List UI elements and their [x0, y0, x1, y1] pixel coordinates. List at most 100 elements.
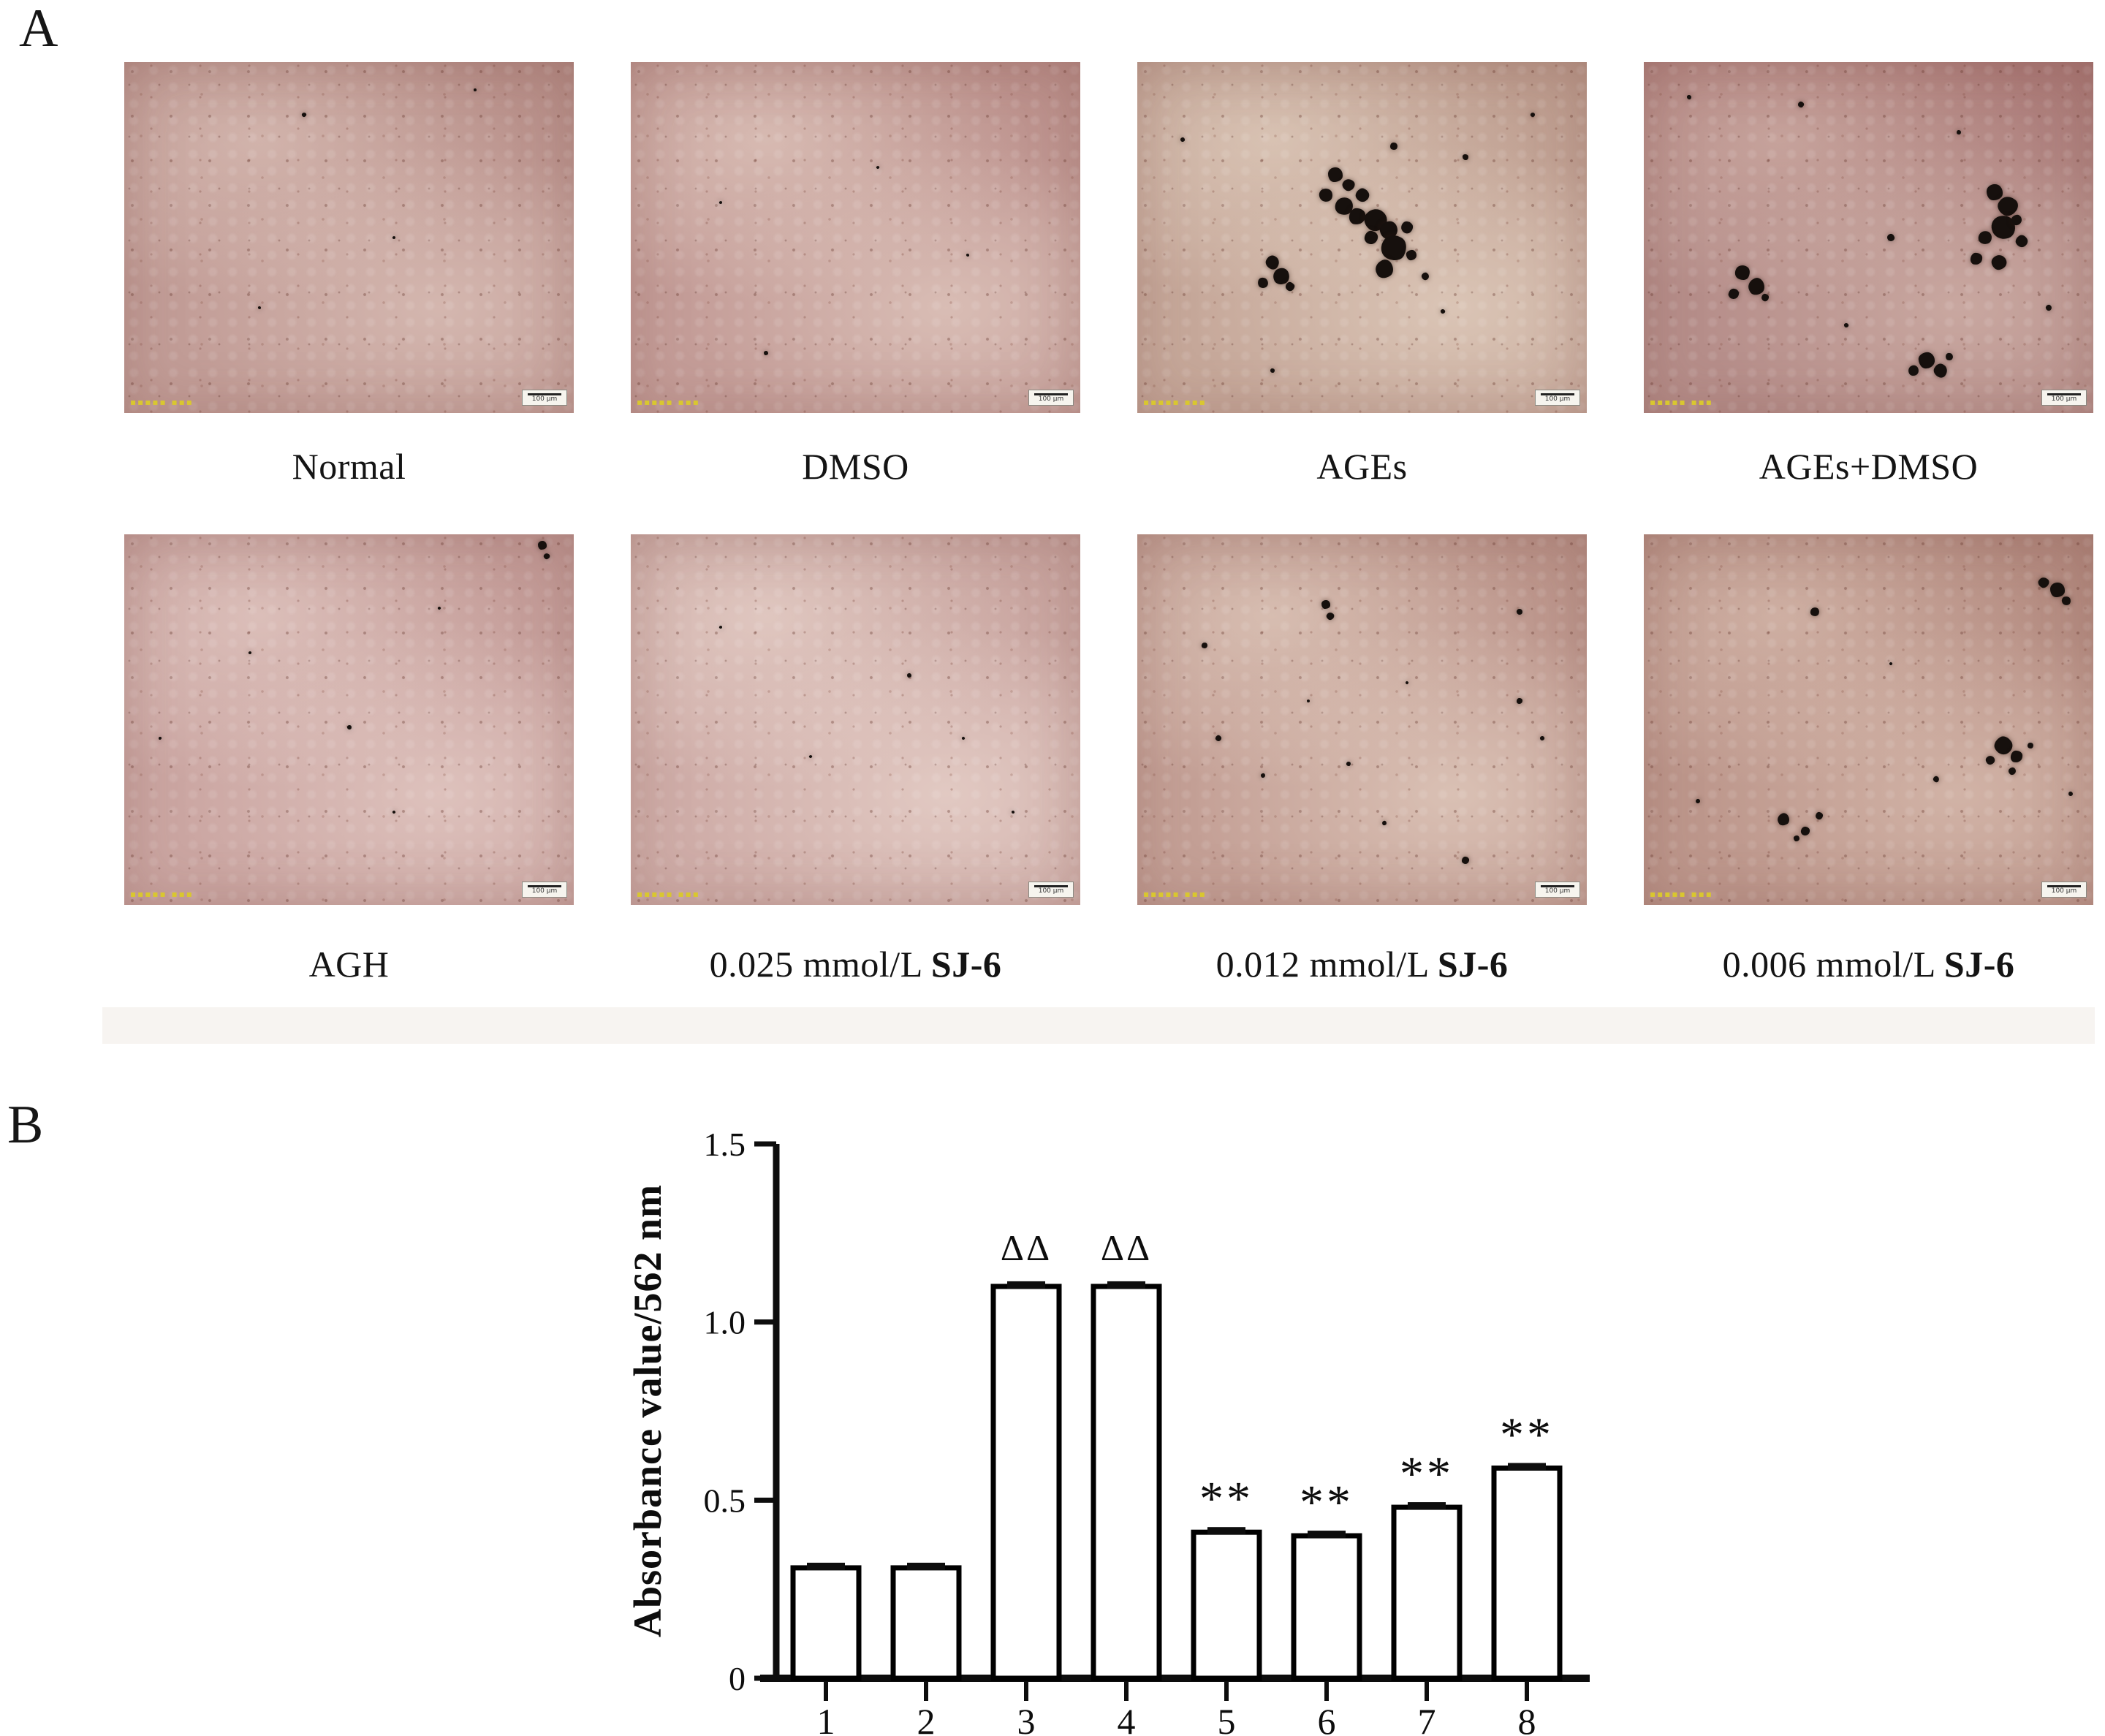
caption-compound-name: SJ-6: [930, 944, 1002, 985]
mineralized-nodule: [2011, 213, 2023, 227]
significance-annotation: ΔΔ: [1001, 1227, 1052, 1268]
mineralized-nodule: [1440, 308, 1446, 314]
error-bar: [1508, 1463, 1546, 1471]
scale-bar: 100 µm: [1028, 882, 1074, 898]
caption-text: 0.012 mmol/L: [1215, 944, 1428, 985]
mineralized-nodule: [1793, 835, 1800, 842]
error-bar: [1207, 1527, 1245, 1535]
mineralized-nodule: [346, 724, 352, 730]
y-axis-title: Absorbance value/562 nm: [626, 1184, 670, 1637]
mineralized-nodule: [961, 736, 966, 740]
bar: [890, 1565, 962, 1681]
scale-bar-line: [2047, 884, 2081, 887]
x-tick-label: 2: [917, 1701, 936, 1736]
caption-text: DMSO: [802, 446, 909, 487]
camera-watermark: ▪▪▪▪▪ ▪▪▪: [637, 397, 700, 407]
mineralized-nodule: [1686, 94, 1691, 100]
mineralized-nodule: [392, 235, 396, 240]
mineralized-nodule: [248, 651, 252, 655]
mineralized-nodule: [1346, 761, 1352, 767]
mineralized-nodule: [2044, 303, 2053, 312]
mineralized-nodule: [1363, 230, 1379, 246]
caption-text: AGEs+DMSO: [1759, 446, 1979, 487]
camera-watermark: ▪▪▪▪▪ ▪▪▪: [130, 397, 194, 407]
mineralized-nodule: [1797, 99, 1805, 109]
scale-bar-line: [1034, 884, 1068, 887]
scale-bar: 100 µm: [1535, 882, 1580, 898]
mineralized-nodule: [1529, 111, 1536, 118]
camera-watermark: ▪▪▪▪▪ ▪▪▪: [1650, 397, 1713, 407]
micrograph-caption: DMSO: [802, 445, 909, 488]
x-tick-label: 5: [1218, 1701, 1236, 1736]
mineralized-nodule: [1270, 368, 1275, 374]
mineralized-nodule: [1906, 364, 1921, 378]
scale-bar: 100 µm: [2041, 390, 2087, 406]
caption-text: 0.025 mmol/L: [709, 944, 922, 985]
mineralized-nodule: [1931, 362, 1950, 380]
panel-b-label: B: [7, 1095, 44, 1155]
significance-annotation: **: [1199, 1472, 1253, 1525]
error-bar: [807, 1562, 845, 1570]
mineralized-nodule: [1201, 641, 1209, 650]
mineralized-nodule: [1732, 262, 1753, 283]
camera-watermark: ▪▪▪▪▪ ▪▪▪: [637, 889, 700, 899]
scale-bar-label: 100 µm: [1038, 395, 1064, 403]
camera-watermark: ▪▪▪▪▪ ▪▪▪: [1143, 889, 1207, 899]
caption-text: Normal: [292, 446, 406, 487]
mineralized-nodule: [718, 625, 723, 629]
scale-bar-line: [1541, 884, 1574, 887]
micrograph-panel: ▪▪▪▪▪ ▪▪▪ 100 µm AGEs: [1137, 62, 1587, 488]
scale-bar-label: 100 µm: [531, 395, 558, 403]
y-tick-label: 0.5: [704, 1482, 746, 1519]
significance-annotation: **: [1300, 1476, 1354, 1529]
significance-annotation: **: [1500, 1408, 1554, 1461]
mineralized-nodule: [2010, 750, 2024, 763]
micrograph-caption: 0.025 mmol/L SJ-6: [710, 943, 1002, 985]
mineralized-nodule: [1325, 610, 1336, 621]
mineralized-nodule: [1179, 136, 1186, 143]
mineralized-nodule: [2068, 791, 2074, 797]
scale-bar-line: [1034, 393, 1068, 395]
mineralized-nodule: [2036, 575, 2052, 590]
x-tick-label: 1: [817, 1701, 835, 1736]
mineralized-nodule: [1970, 252, 1983, 265]
micrograph-panel: ▪▪▪▪▪ ▪▪▪ 100 µm DMSO: [631, 62, 1080, 488]
significance-annotation: ΔΔ: [1101, 1227, 1152, 1268]
y-tick-label: 1.5: [704, 1126, 746, 1163]
mineralized-nodule: [907, 672, 912, 678]
caption-text: 0.006 mmol/L: [1722, 944, 1935, 985]
mineralized-nodule: [1800, 825, 1811, 836]
micrograph-panel: ▪▪▪▪▪ ▪▪▪ 100 µm 0.012 mmol/L SJ-6: [1137, 534, 1587, 985]
micrograph-caption: 0.006 mmol/L SJ-6: [1723, 943, 2015, 985]
caption-compound-name: SJ-6: [1437, 944, 1509, 985]
micrograph-caption: AGH: [309, 943, 390, 985]
mineralized-nodule: [1327, 167, 1343, 182]
bar: [1491, 1465, 1563, 1681]
caption-text: AGEs: [1316, 446, 1408, 487]
micrograph-caption: AGEs: [1316, 445, 1407, 488]
scale-bar-line: [2047, 393, 2081, 395]
mineralized-nodule: [2013, 232, 2030, 249]
mineralized-nodule: [1461, 856, 1470, 865]
mineralized-nodule: [257, 306, 261, 310]
y-tick-label: 1.0: [704, 1304, 746, 1341]
bar: [1091, 1284, 1162, 1681]
micrograph-image: ▪▪▪▪▪ ▪▪▪ 100 µm: [631, 62, 1080, 413]
scale-bar-label: 100 µm: [1544, 395, 1571, 403]
x-tick-label: 8: [1518, 1701, 1536, 1736]
mineralized-nodule: [1759, 292, 1771, 303]
mineralized-nodule: [1260, 773, 1266, 778]
mineralized-nodule: [1516, 697, 1523, 705]
scale-bar: 100 µm: [1535, 390, 1580, 406]
micrograph-image: ▪▪▪▪▪ ▪▪▪ 100 µm: [631, 534, 1080, 905]
mineralized-nodule: [1256, 276, 1270, 289]
error-bar: [1107, 1281, 1145, 1289]
x-tick-label: 7: [1418, 1701, 1436, 1736]
micrograph-image: ▪▪▪▪▪ ▪▪▪ 100 µm: [124, 534, 574, 905]
mineralized-nodule: [808, 754, 813, 759]
scale-bar-label: 100 µm: [2051, 395, 2077, 403]
error-bar: [1408, 1502, 1446, 1510]
mineralized-nodule: [1318, 187, 1335, 204]
micrograph-caption: Normal: [292, 445, 406, 488]
mineralized-nodule: [1389, 141, 1398, 151]
